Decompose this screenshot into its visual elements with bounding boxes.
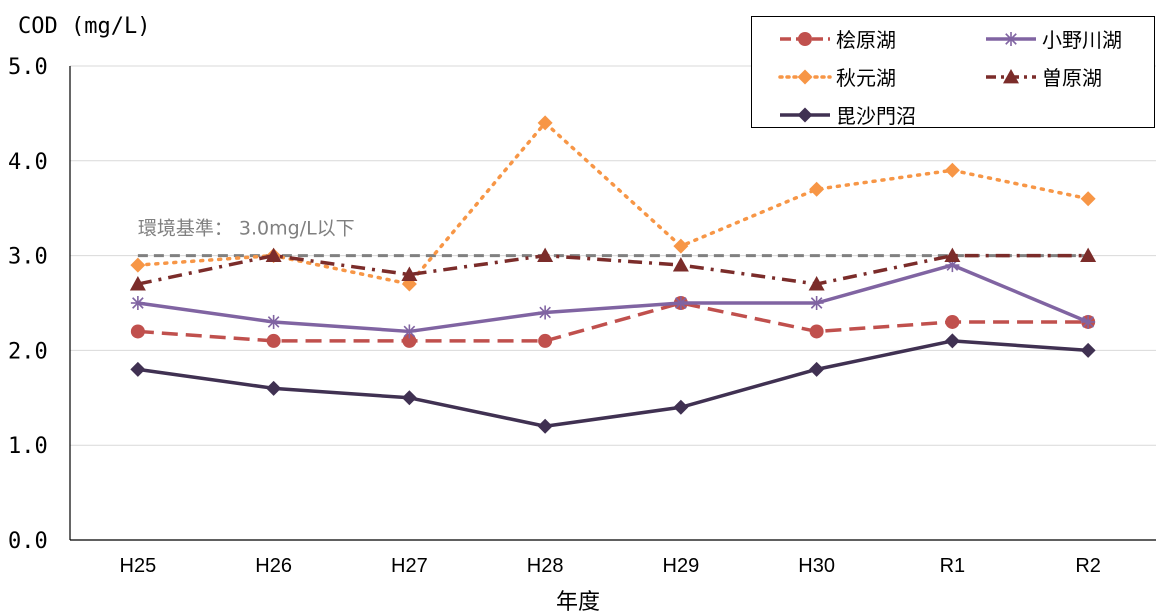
legend-label-akimotoko: 秋元湖 — [836, 66, 896, 90]
x-tick-label: H29 — [663, 555, 700, 577]
data-point-0-2 — [402, 333, 417, 348]
data-point-3-0 — [129, 276, 146, 291]
x-tick-label: H25 — [120, 555, 157, 577]
legend-swatch-akimotoko — [778, 69, 832, 84]
series-3 — [129, 247, 1097, 291]
data-point-3-2 — [401, 266, 418, 281]
data-point-0-6 — [945, 314, 960, 329]
y-tick-label: 1.0 — [8, 434, 48, 459]
data-point-1-0 — [130, 296, 145, 310]
x-axis-title: 年度 — [555, 590, 600, 615]
data-point-4-5 — [809, 361, 825, 377]
data-point-1-5 — [809, 296, 824, 310]
legend: 桧原湖 小野川湖 秋元湖 曽原湖 毘沙門沼 — [751, 16, 1155, 128]
x-tick-label: H28 — [527, 555, 564, 577]
data-point-4-0 — [130, 361, 146, 377]
data-point-3-7 — [1080, 247, 1097, 262]
legend-marker — [798, 31, 812, 46]
legend-item-akimotoko: 秋元湖 — [778, 62, 896, 91]
x-tick-label: R1 — [940, 555, 966, 577]
data-point-4-6 — [944, 333, 960, 349]
x-tick-label: R2 — [1075, 555, 1101, 577]
y-tick-label: 0.0 — [8, 529, 48, 554]
series-0 — [130, 296, 1096, 348]
legend-swatch-hibarako — [780, 31, 830, 46]
data-point-3-1 — [265, 247, 282, 262]
data-point-1-1 — [266, 314, 281, 329]
x-tick-label: H27 — [391, 555, 428, 577]
x-tick-label: H30 — [798, 555, 835, 577]
data-point-2-4 — [673, 238, 689, 254]
legend-label-onogawako: 小野川湖 — [1042, 28, 1122, 52]
data-point-1-2 — [402, 324, 417, 339]
series-line-4 — [137, 339, 1089, 428]
data-point-0-3 — [538, 333, 553, 348]
data-point-2-6 — [944, 162, 960, 178]
series-line-1 — [137, 263, 1089, 334]
data-point-0-1 — [266, 333, 281, 348]
series-line-0 — [137, 301, 1089, 343]
series-4 — [130, 333, 1096, 434]
data-point-4-2 — [401, 390, 417, 406]
data-point-3-4 — [672, 257, 689, 272]
series-line-2 — [136, 121, 1090, 286]
legend-swatch-bishamonnuma — [780, 107, 830, 122]
data-point-2-5 — [809, 181, 825, 197]
data-point-3-3 — [537, 247, 554, 262]
data-point-2-7 — [1080, 191, 1096, 207]
legend-marker — [797, 107, 813, 122]
y-tick-label: 4.0 — [8, 150, 48, 175]
y-tick-label: 5.0 — [8, 55, 48, 80]
data-point-4-1 — [266, 380, 282, 396]
legend-item-bishamonnuma: 毘沙門沼 — [778, 100, 916, 129]
data-point-4-3 — [537, 418, 553, 434]
x-tick-label: H26 — [255, 555, 292, 577]
y-tick-label: 2.0 — [8, 339, 48, 364]
data-point-4-4 — [673, 399, 689, 415]
data-point-3-6 — [944, 247, 961, 262]
data-point-1-7 — [1081, 314, 1096, 329]
legend-marker — [1003, 68, 1019, 83]
y-tick-label: 3.0 — [8, 245, 48, 270]
legend-swatch-onogawako — [986, 31, 1036, 46]
legend-item-hibarako: 桧原湖 — [778, 24, 896, 53]
legend-swatch-sobarako — [986, 68, 1036, 83]
series-1 — [130, 258, 1096, 339]
reference-line-label: 環境基準： 3.0mg/L以下 — [138, 218, 355, 240]
legend-label-hibarako: 桧原湖 — [836, 28, 896, 52]
data-point-1-3 — [538, 305, 553, 320]
data-point-0-5 — [809, 324, 824, 339]
legend-marker — [797, 69, 813, 84]
data-point-0-0 — [130, 324, 145, 339]
y-axis-title: COD (mg/L) — [18, 14, 151, 39]
data-point-3-5 — [808, 276, 825, 291]
legend-label-bishamonnuma: 毘沙門沼 — [836, 104, 916, 128]
data-point-1-4 — [673, 296, 688, 310]
data-point-2-0 — [130, 257, 146, 273]
series-line-3 — [137, 253, 1089, 286]
legend-label-sobarako: 曽原湖 — [1042, 66, 1102, 90]
legend-marker — [1004, 31, 1018, 46]
data-point-4-7 — [1080, 342, 1096, 358]
legend-item-onogawako: 小野川湖 — [984, 24, 1122, 53]
legend-item-sobarako: 曽原湖 — [984, 62, 1102, 91]
data-point-2-3 — [537, 115, 553, 131]
